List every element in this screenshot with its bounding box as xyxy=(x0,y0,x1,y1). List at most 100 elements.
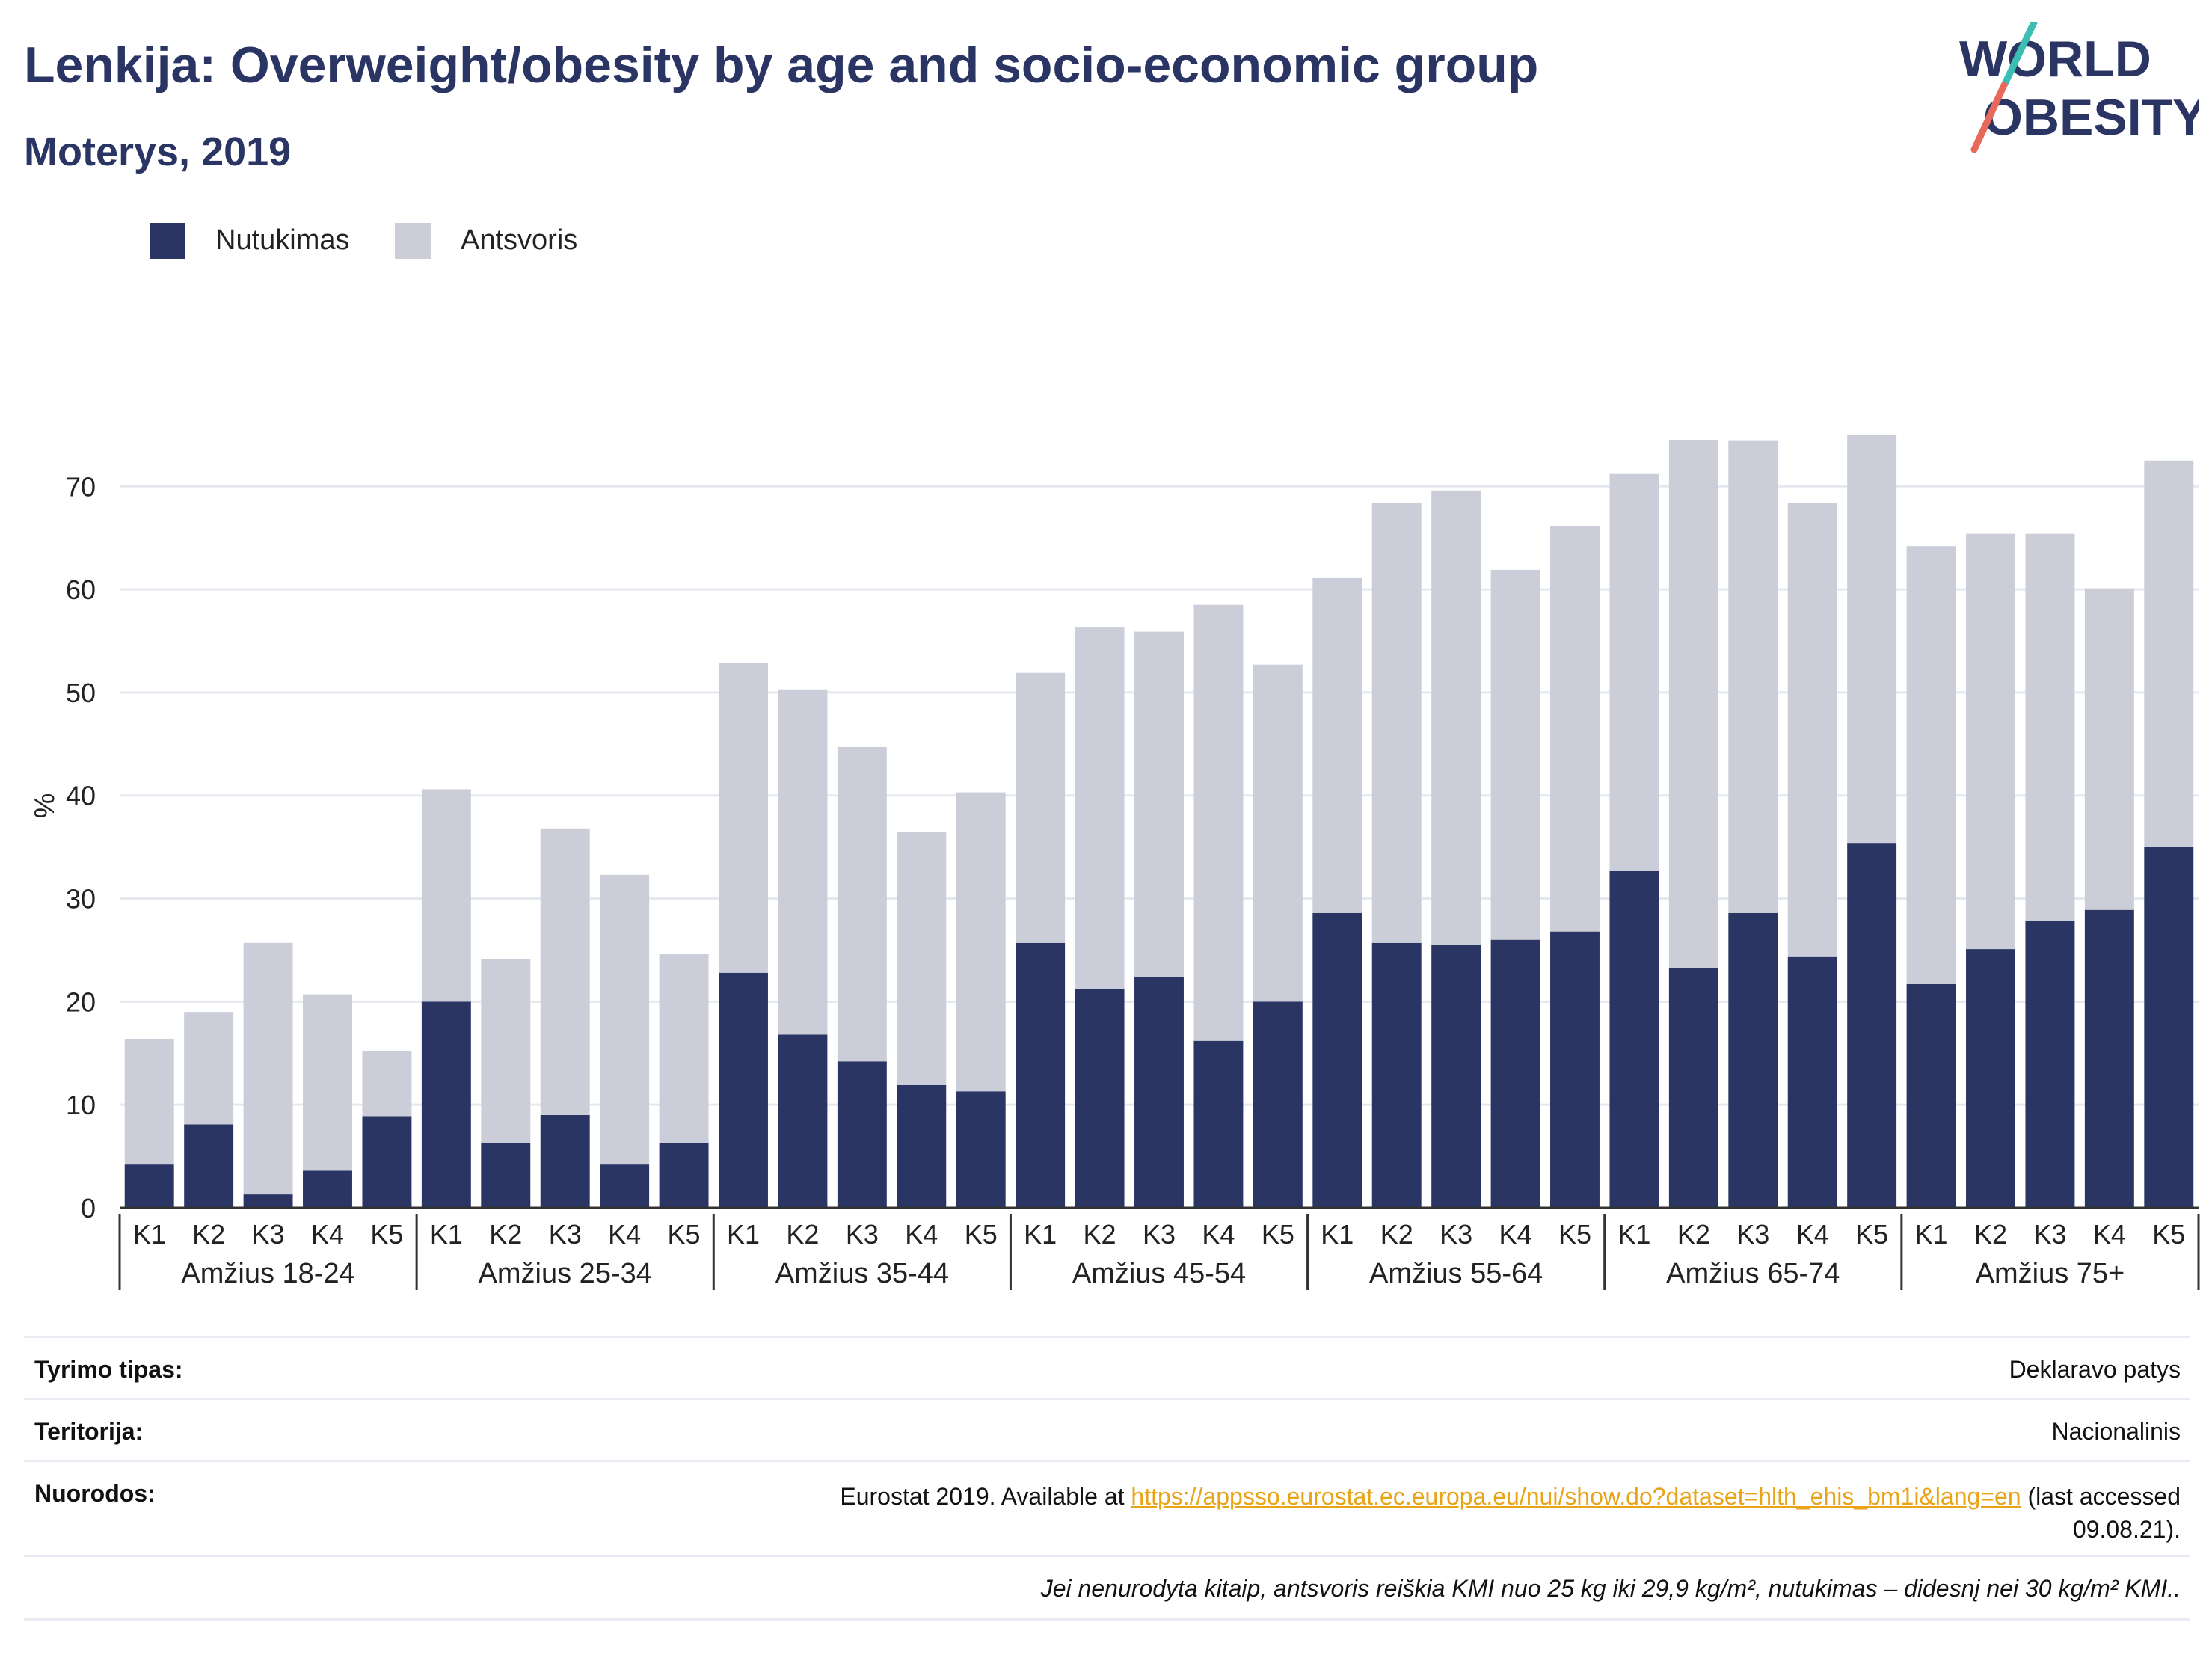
bar-obesity xyxy=(1668,967,1718,1208)
bar-overweight xyxy=(243,942,293,1195)
x-tick-label: K5 xyxy=(965,1219,998,1250)
y-axis-label: % xyxy=(29,793,61,819)
x-tick-label: K4 xyxy=(905,1219,938,1250)
x-tick-label: K4 xyxy=(1499,1219,1532,1250)
references-value: Eurostat 2019. Available at https://apps… xyxy=(840,1480,2181,1546)
bar-obesity xyxy=(1431,945,1481,1208)
group-label: Amžius 35-44 xyxy=(775,1258,949,1289)
y-tick-label: 60 xyxy=(66,574,96,605)
bar-overweight xyxy=(2144,460,2194,847)
bar-obesity xyxy=(124,1164,174,1208)
bar-obesity xyxy=(600,1164,650,1208)
world-obesity-logo: WORLD OBESITY xyxy=(1959,22,2199,153)
bar-obesity xyxy=(837,1061,887,1208)
definition-note: Jei nenurodyta kitaip, antsvoris reiškia… xyxy=(1040,1575,2181,1602)
x-tick-label: K1 xyxy=(1915,1219,1948,1250)
bar-overweight xyxy=(1906,546,1956,984)
bar-obesity xyxy=(184,1124,234,1208)
bar-overweight xyxy=(1668,440,1718,968)
bar-obesity xyxy=(1966,949,2015,1208)
bar-obesity xyxy=(1312,912,1362,1208)
bar-obesity xyxy=(778,1034,828,1208)
group-label: Amžius 18-24 xyxy=(181,1258,354,1289)
bar-obesity xyxy=(1371,942,1422,1208)
x-tick-label: K1 xyxy=(430,1219,463,1250)
bar-obesity xyxy=(243,1194,293,1208)
bar-obesity xyxy=(897,1084,947,1208)
bar-obesity xyxy=(1134,977,1184,1208)
x-tick-label: K5 xyxy=(2152,1219,2185,1250)
x-tick-label: K2 xyxy=(1084,1219,1116,1250)
bar-overweight xyxy=(1728,440,1778,913)
x-tick-label: K2 xyxy=(489,1219,522,1250)
x-tick-label: K3 xyxy=(549,1219,582,1250)
x-tick-label: K4 xyxy=(311,1219,344,1250)
bar-overweight xyxy=(184,1012,234,1125)
bar-overweight xyxy=(659,954,709,1143)
references-access-date: 09.08.21). xyxy=(2072,1516,2181,1543)
bar-obesity xyxy=(1490,939,1540,1208)
bar-obesity xyxy=(2144,847,2194,1208)
x-tick-label: K5 xyxy=(1855,1219,1888,1250)
bar-obesity xyxy=(421,1001,471,1208)
x-tick-label: K3 xyxy=(2033,1219,2066,1250)
x-tick-label: K4 xyxy=(608,1219,641,1250)
x-tick-label: K4 xyxy=(1796,1219,1829,1250)
bar-obesity xyxy=(1787,956,1837,1208)
bar-overweight xyxy=(1016,672,1066,943)
bar-obesity xyxy=(1193,1040,1244,1208)
references-prefix: Eurostat 2019. Available at xyxy=(840,1483,1131,1510)
x-tick-label: K3 xyxy=(1143,1219,1176,1250)
bar-obesity xyxy=(1906,983,1956,1208)
group-label: Amžius 65-74 xyxy=(1666,1258,1840,1289)
y-tick-label: 40 xyxy=(66,781,96,811)
x-tick-label: K2 xyxy=(1380,1219,1413,1250)
bar-overweight xyxy=(421,789,471,1002)
x-tick-label: K2 xyxy=(786,1219,819,1250)
eurostat-link[interactable]: https://appsso.eurostat.ec.europa.eu/nui… xyxy=(1131,1483,2021,1510)
x-tick-label: K2 xyxy=(1677,1219,1710,1250)
bar-overweight xyxy=(1371,503,1422,943)
x-tick-label: K3 xyxy=(1440,1219,1472,1250)
bar-overweight xyxy=(2025,533,2075,921)
bar-obesity xyxy=(956,1091,1006,1208)
bar-obesity xyxy=(659,1143,709,1208)
bar-obesity xyxy=(1847,843,1897,1208)
group-label: Amžius 55-64 xyxy=(1369,1258,1543,1289)
bar-overweight xyxy=(124,1038,174,1165)
y-tick-label: 30 xyxy=(66,884,96,915)
y-tick-label: 70 xyxy=(66,471,96,502)
x-tick-label: K4 xyxy=(1202,1219,1235,1250)
bar-overweight xyxy=(481,959,531,1143)
territory-label: Teritorija: xyxy=(34,1418,144,1445)
legend-label-obesity: Nutukimas xyxy=(215,224,350,256)
bar-obesity xyxy=(540,1114,590,1208)
group-label: Amžius 75+ xyxy=(1976,1258,2125,1289)
logo-red-stroke xyxy=(1970,82,2008,153)
y-tick-label: 20 xyxy=(66,986,96,1017)
bar-obesity xyxy=(1075,989,1125,1208)
bar-obesity xyxy=(1016,942,1066,1208)
bar-overweight xyxy=(540,828,590,1115)
chart-footer: Tyrimo tipas: Deklaravo patys Teritorija… xyxy=(24,1336,2190,1621)
bar-overweight xyxy=(719,662,768,973)
bar-overweight xyxy=(1134,631,1184,977)
x-tick-label: K2 xyxy=(1974,1219,2007,1250)
bar-overweight xyxy=(1075,627,1125,989)
x-tick-label: K5 xyxy=(370,1219,403,1250)
references-label: Nuorodos: xyxy=(34,1480,156,1507)
bar-overweight xyxy=(600,874,650,1165)
group-label: Amžius 25-34 xyxy=(479,1258,652,1289)
x-tick-label: K5 xyxy=(1262,1219,1294,1250)
x-tick-label: K5 xyxy=(1558,1219,1591,1250)
footer-row-survey-type: Tyrimo tipas: Deklaravo patys xyxy=(24,1336,2190,1398)
footer-row-territory: Teritorija: Nacionalinis xyxy=(24,1398,2190,1460)
x-tick-label: K3 xyxy=(846,1219,879,1250)
y-tick-label: 50 xyxy=(66,678,96,708)
chart-title: Lenkija: Overweight/obesity by age and s… xyxy=(24,37,1539,93)
x-tick-label: K1 xyxy=(1321,1219,1354,1250)
bar-overweight xyxy=(778,689,828,1035)
x-tick-label: K3 xyxy=(252,1219,285,1250)
x-tick-label: K1 xyxy=(133,1219,166,1250)
footer-row-note: Jei nenurodyta kitaip, antsvoris reiškia… xyxy=(24,1555,2190,1621)
